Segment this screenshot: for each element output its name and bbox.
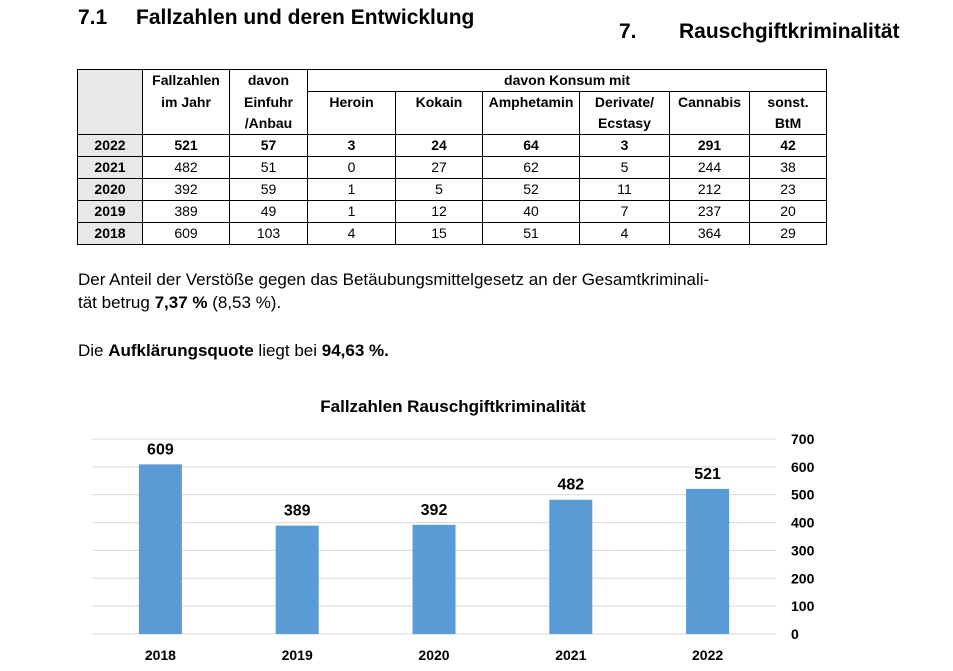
- bar: [549, 499, 593, 634]
- x-tick-label: 2021: [555, 647, 586, 663]
- clearance-text-pre: Die: [78, 341, 109, 360]
- chapter-heading: 7. Rauschgiftkriminalität: [619, 20, 900, 44]
- header-sonst: sonst.: [748, 91, 828, 113]
- header-fallzahlen: Fallzahlen: [142, 69, 230, 92]
- table-header-row: /Anbau Ecstasy BtM: [77, 113, 828, 135]
- header-amphetamin: Amphetamin: [482, 91, 580, 113]
- row-year: 2021: [77, 156, 143, 179]
- y-tick-label: 600: [791, 459, 815, 475]
- table-cell: 364: [669, 222, 750, 245]
- table-cell: 51: [482, 222, 580, 245]
- share-value: 7,37 %: [154, 293, 208, 312]
- table-header-row: Fallzahlen davon davon Konsum mit: [77, 69, 828, 92]
- bar: [138, 464, 182, 634]
- table-cell: 38: [748, 156, 828, 179]
- y-tick-label: 200: [791, 570, 815, 586]
- header-kokain: Kokain: [395, 91, 483, 113]
- header-einfuhr: davon: [229, 69, 308, 92]
- table-cell: 29: [748, 222, 828, 245]
- clearance-text-mid: liegt bei: [253, 341, 322, 360]
- header-fallzahlen: im Jahr: [142, 91, 230, 113]
- x-tick-label: 2022: [692, 647, 723, 663]
- header-derivate: Derivate/: [579, 91, 670, 113]
- y-tick-label: 700: [791, 431, 815, 447]
- share-paragraph: Der Anteil der Verstöße gegen das Betäub…: [78, 268, 838, 314]
- share-text-line1: Der Anteil der Verstöße gegen das Betäub…: [78, 270, 710, 289]
- data-label: 482: [557, 477, 584, 494]
- bar: [275, 525, 319, 634]
- case-statistics-table: Fallzahlen davon davon Konsum mit im Jah…: [77, 69, 828, 245]
- row-year: 2019: [77, 200, 143, 223]
- header-einfuhr: /Anbau: [229, 113, 308, 135]
- section-number: 7.1: [78, 6, 108, 29]
- data-label: 392: [421, 502, 448, 519]
- y-tick-label: 400: [791, 515, 815, 531]
- table-header-row: im Jahr Einfuhr Heroin Kokain Amphetamin…: [77, 91, 828, 113]
- clearance-value: 94,63 %.: [321, 341, 389, 360]
- row-year: 2018: [77, 222, 143, 245]
- header-sonst: BtM: [748, 113, 828, 135]
- table-row: 2022 521 57 3 24 64 3 291 42: [77, 134, 828, 157]
- header-year-cell: [77, 69, 143, 92]
- bar: [686, 488, 730, 634]
- chapter-number: 7.: [619, 20, 637, 43]
- share-text-pre: tät betrug: [78, 293, 155, 312]
- chart-title: Fallzahlen Rauschgiftkriminalität: [320, 397, 586, 416]
- section-title: Fallzahlen und deren Entwicklung: [136, 6, 475, 29]
- x-tick-label: 2019: [282, 647, 313, 663]
- data-label: 521: [694, 466, 721, 483]
- table-cell: 15: [395, 222, 483, 245]
- header-heroin: Heroin: [307, 91, 396, 113]
- clearance-paragraph: Die Aufklärungsquote liegt bei 94,63 %.: [78, 339, 838, 362]
- row-year: 2022: [77, 134, 143, 157]
- table-cell: 244: [669, 156, 750, 179]
- section-heading: 7.1 Fallzahlen und deren Entwicklung: [78, 6, 474, 30]
- table-row: 2018 609 103 4 15 51 4 364 29: [77, 222, 828, 245]
- x-tick-label: 2018: [145, 647, 176, 663]
- data-label: 389: [284, 503, 311, 520]
- header-konsum: davon Konsum mit: [306, 69, 828, 92]
- y-tick-label: 0: [791, 626, 799, 642]
- clearance-term: Aufklärungsquote: [108, 341, 254, 360]
- x-tick-label: 2020: [418, 647, 449, 663]
- table-cell: 11: [579, 178, 670, 201]
- chapter-title: Rauschgiftkriminalität: [679, 20, 900, 43]
- share-previous-value: (8,53 %).: [207, 293, 282, 312]
- bar: [412, 524, 456, 634]
- table-cell: 42: [748, 134, 828, 157]
- y-tick-label: 100: [791, 598, 815, 614]
- table-cell: 212: [669, 178, 750, 201]
- table-cell: 609: [142, 222, 230, 245]
- y-tick-label: 500: [791, 487, 815, 503]
- header-cannabis: Cannabis: [669, 91, 750, 113]
- table-cell: 237: [669, 200, 750, 223]
- y-tick-label: 300: [791, 542, 815, 558]
- table-row: 2021 482 51 0 27 62 5 244 38: [77, 156, 828, 179]
- data-label: 609: [147, 441, 174, 458]
- table-cell: 4: [579, 222, 670, 245]
